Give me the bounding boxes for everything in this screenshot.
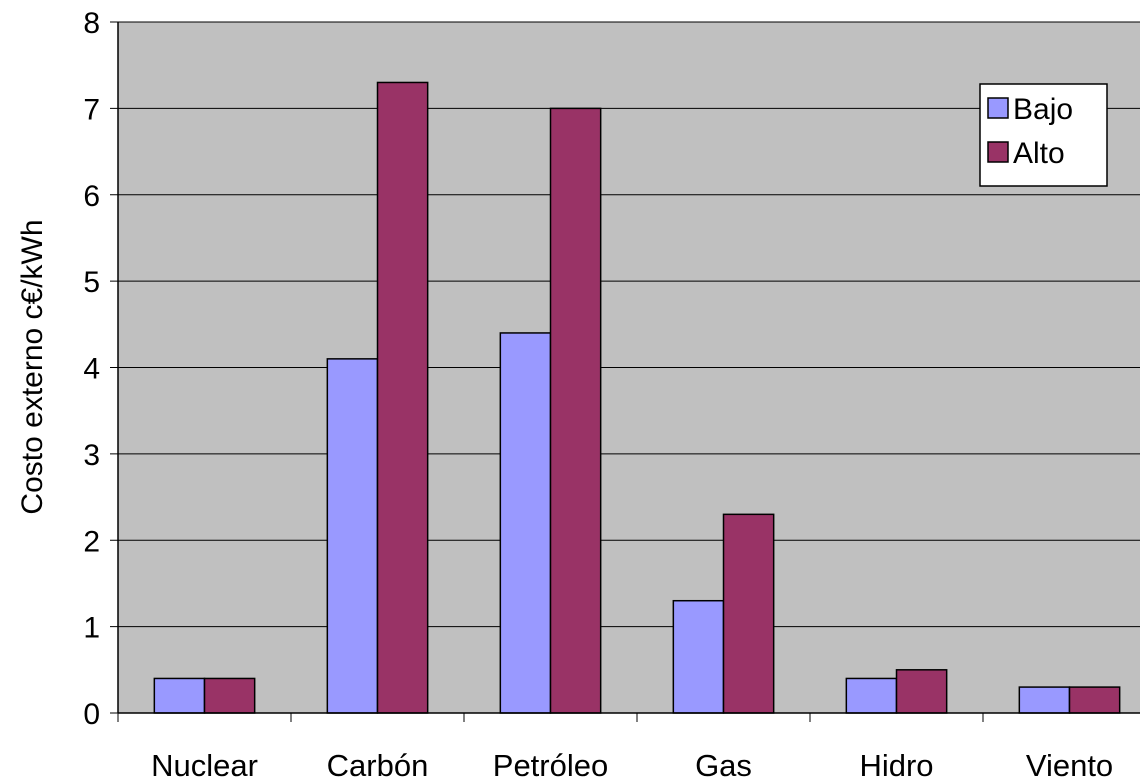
x-tick-labels: Nuclear Carbón Petróleo Gas Hidro Viento [151,748,1113,783]
bar-bajo-4 [845,677,898,714]
legend-swatch-alto [987,141,1009,163]
legend-swatch-bajo [987,97,1009,119]
bar-alto-1 [376,81,429,714]
y-tick-label: 1 [83,612,100,645]
x-tick-label: Gas [695,748,752,783]
legend-label-alto: Alto [1013,137,1065,170]
y-tick-label: 8 [83,7,100,40]
y-tick-label: 4 [83,353,100,386]
bar-alto-2 [549,107,602,714]
bars [153,81,1121,714]
legend-box [979,83,1108,187]
axes [110,21,1140,722]
y-tick-label: 6 [83,180,100,213]
bar-alto-4 [895,669,948,714]
bar-bajo-0 [153,677,206,714]
bar-alto-3 [722,513,775,714]
legend: Bajo Alto [979,83,1108,187]
bar-bajo-2 [499,332,552,714]
bar-bajo-3 [672,599,725,714]
y-axis-title: Costo externo c€/kWh [16,219,49,514]
y-tick-labels: 0 1 2 3 4 5 6 7 8 [83,7,100,731]
y-tick-label: 3 [83,439,100,472]
x-tick-label: Petróleo [493,748,608,783]
x-tick-label: Nuclear [151,748,258,783]
bar-alto-5 [1068,686,1121,714]
x-tick-label: Viento [1026,748,1113,783]
bar-alto-0 [203,677,256,714]
x-tick-label: Hidro [859,748,933,783]
bar-bajo-1 [326,358,379,714]
y-tick-label: 5 [83,266,100,299]
x-tick-label: Carbón [327,748,429,783]
y-tick-label: 7 [83,93,100,126]
bar-bajo-5 [1018,686,1071,714]
y-tick-label: 2 [83,525,100,558]
y-tick-label: 0 [83,698,100,731]
legend-label-bajo: Bajo [1013,93,1073,126]
